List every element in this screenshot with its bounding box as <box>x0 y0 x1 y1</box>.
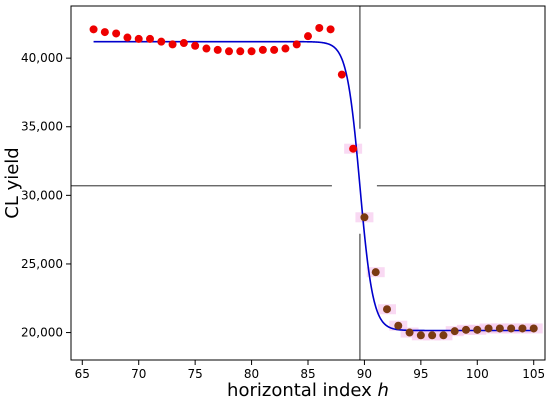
data-point <box>326 25 335 34</box>
fit-line <box>93 40 534 332</box>
data-point <box>281 44 290 53</box>
data-point <box>134 34 143 43</box>
data-point <box>383 305 391 314</box>
data-point <box>450 327 459 336</box>
x-axis-title-text: horizontal index <box>227 380 377 400</box>
data-point <box>146 34 154 43</box>
data-point <box>247 47 256 56</box>
data-point <box>270 45 279 54</box>
data-point <box>315 23 324 32</box>
y-tick-label: 20,000 <box>21 326 63 340</box>
data-point <box>439 331 448 340</box>
y-axis-ticks: 20,000 25,000 30,000 35,000 40,000 <box>21 51 71 340</box>
y-tick-label: 35,000 <box>21 120 63 134</box>
data-point <box>304 32 312 41</box>
y-tick-label: 25,000 <box>21 257 63 271</box>
data-point <box>371 268 380 277</box>
y-axis-title: CL yield <box>2 147 23 218</box>
x-tick-label: 95 <box>413 367 428 381</box>
x-tick-label: 80 <box>244 367 259 381</box>
x-axis-ticks: 65 70 75 80 85 90 95 100 105 <box>75 360 545 381</box>
data-point <box>89 25 98 34</box>
data-point <box>529 324 538 333</box>
data-point <box>518 324 527 333</box>
data-point <box>179 39 188 48</box>
data-point <box>462 325 470 334</box>
data-point <box>416 331 425 340</box>
x-axis-title: horizontal index h <box>227 380 389 400</box>
x-axis-title-variable: h <box>378 380 389 400</box>
data-point <box>123 33 132 42</box>
data-point <box>292 40 301 49</box>
data-point <box>360 213 369 222</box>
y-tick-label: 40,000 <box>21 51 63 65</box>
x-tick-label: 70 <box>131 367 146 381</box>
data-point <box>349 144 358 153</box>
data-point <box>202 44 211 53</box>
data-point <box>405 328 414 337</box>
x-tick-label: 105 <box>522 367 545 381</box>
x-tick-label: 75 <box>188 367 203 381</box>
x-tick-label: 85 <box>300 367 315 381</box>
data-point <box>258 45 267 54</box>
data-point <box>100 28 109 37</box>
data-point <box>428 331 437 340</box>
data-point <box>394 321 403 330</box>
data-point <box>337 70 346 79</box>
plot-frame <box>70 5 546 361</box>
data-point <box>484 324 493 333</box>
data-points <box>89 23 538 340</box>
data-point <box>112 29 121 38</box>
data-point <box>473 325 482 334</box>
data-point <box>495 324 504 333</box>
data-point <box>168 40 177 49</box>
x-tick-label: 65 <box>75 367 90 381</box>
fit-curve <box>93 40 534 332</box>
data-point <box>191 41 200 50</box>
data-point <box>157 37 166 46</box>
data-point <box>507 324 516 333</box>
x-tick-label: 90 <box>357 367 372 381</box>
crosshair <box>71 6 545 360</box>
data-point <box>225 47 233 56</box>
point-halos <box>344 143 543 341</box>
x-tick-label: 100 <box>466 367 489 381</box>
y-tick-label: 30,000 <box>21 188 63 202</box>
data-point <box>213 45 222 54</box>
data-point <box>236 47 245 56</box>
